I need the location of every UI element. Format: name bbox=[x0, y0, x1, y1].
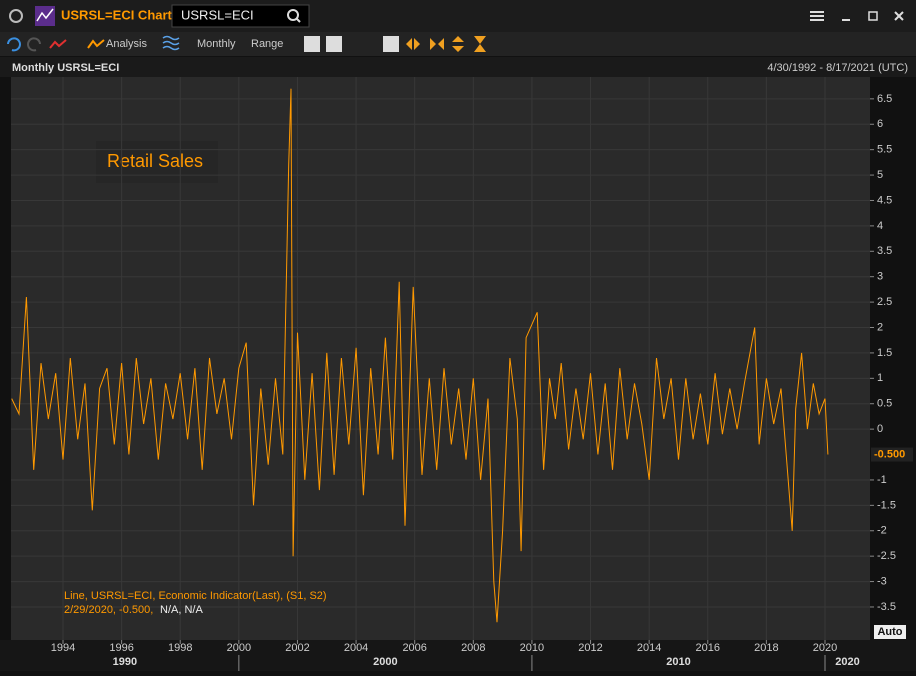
analysis-button[interactable]: Analysis bbox=[106, 38, 147, 50]
close[interactable] bbox=[894, 11, 904, 21]
y-tick-label: -2 bbox=[877, 525, 887, 537]
y-tick-label: -2.5 bbox=[877, 550, 896, 562]
y-tick-label: 4.5 bbox=[877, 194, 892, 206]
x-tick-label: 2012 bbox=[578, 642, 602, 654]
x-tick-label: 2014 bbox=[637, 642, 661, 654]
auto-label[interactable]: Auto bbox=[877, 626, 902, 638]
tool[interactable] bbox=[326, 36, 342, 52]
interval-button[interactable]: Monthly bbox=[197, 38, 236, 50]
y-tick-label: 3.5 bbox=[877, 245, 892, 257]
x-tick-label: 1998 bbox=[168, 642, 192, 654]
x-tick-label: 2020 bbox=[813, 642, 837, 654]
window-controls bbox=[810, 11, 904, 21]
x-tick-label: 2016 bbox=[696, 642, 720, 654]
window-title: USRSL=ECI Chart bbox=[61, 7, 173, 22]
auto-button[interactable] bbox=[874, 625, 906, 639]
redo[interactable] bbox=[27, 37, 41, 52]
x-axis-area bbox=[0, 640, 916, 671]
annotation-box bbox=[96, 141, 218, 183]
y-tick-label: 3 bbox=[877, 271, 883, 283]
y-tick-label: -1.5 bbox=[877, 499, 896, 511]
x-tick-label: 2000 bbox=[227, 642, 251, 654]
panel-header bbox=[0, 57, 916, 77]
x-tick-label: 2006 bbox=[402, 642, 426, 654]
x-tick-label: 2018 bbox=[754, 642, 778, 654]
x-tick-label: 2008 bbox=[461, 642, 485, 654]
current-value-box bbox=[871, 447, 913, 462]
search-box[interactable] bbox=[171, 4, 310, 28]
legend-line1: Line, USRSL=ECI, Economic Indicator(Last… bbox=[64, 590, 327, 602]
zoom-tools[interactable] bbox=[406, 36, 486, 52]
y-tick-label: 1 bbox=[877, 372, 883, 384]
legend-value: 2/29/2020, -0.500, bbox=[64, 604, 153, 616]
y-tick-label: 6.5 bbox=[877, 93, 892, 105]
decade-label: 2020 bbox=[835, 656, 859, 668]
search-text[interactable]: USRSL=ECI bbox=[181, 7, 254, 22]
y-tick-label: 4 bbox=[877, 220, 883, 232]
annotation: Retail Sales bbox=[107, 151, 203, 171]
app-icon-line bbox=[36, 8, 54, 22]
y-tick-label: 6 bbox=[877, 118, 883, 130]
legend-rest: N/A, N/A bbox=[160, 604, 203, 616]
y-tick-label: 1.5 bbox=[877, 347, 892, 359]
line-type[interactable] bbox=[49, 39, 67, 49]
y-tick-label: 2.5 bbox=[877, 296, 892, 308]
decade-label: 1990 bbox=[113, 656, 137, 668]
y-tick-label: 5.5 bbox=[877, 144, 892, 156]
studies-icon[interactable] bbox=[162, 35, 180, 51]
y-tick-label: 0.5 bbox=[877, 398, 892, 410]
y-tick-label: -1 bbox=[877, 474, 887, 486]
tool[interactable] bbox=[383, 36, 399, 52]
x-tick-label: 2002 bbox=[285, 642, 309, 654]
panel-title: Monthly USRSL=ECI bbox=[12, 62, 119, 74]
current-value-label: -0.500 bbox=[874, 448, 905, 460]
decade-label: 2000 bbox=[373, 656, 397, 668]
analysis-icon[interactable] bbox=[87, 39, 105, 49]
link-icon[interactable] bbox=[9, 9, 23, 23]
tool[interactable] bbox=[304, 36, 320, 52]
y-tick-label: -3.5 bbox=[877, 601, 896, 613]
undo[interactable] bbox=[7, 37, 21, 52]
date-range: 4/30/1992 - 8/17/2021 (UTC) bbox=[767, 62, 908, 74]
y-tick-label: 0 bbox=[877, 423, 883, 435]
y-tick-label: -3 bbox=[877, 575, 887, 587]
title-bar bbox=[0, 0, 916, 32]
x-tick-label: 2010 bbox=[520, 642, 544, 654]
y-tick-label: 5 bbox=[877, 169, 883, 181]
x-tick-label: 1994 bbox=[51, 642, 75, 654]
range-button[interactable]: Range bbox=[251, 38, 283, 50]
x-tick-label: 1996 bbox=[109, 642, 133, 654]
x-tick-label: 2004 bbox=[344, 642, 368, 654]
decade-label: 2010 bbox=[666, 656, 690, 668]
plot bbox=[11, 77, 870, 640]
data-line bbox=[11, 88, 829, 623]
y-tick-label: 2 bbox=[877, 321, 883, 333]
maximize[interactable] bbox=[868, 11, 878, 21]
search-icon-handle bbox=[295, 17, 301, 23]
search-icon[interactable] bbox=[287, 9, 299, 21]
